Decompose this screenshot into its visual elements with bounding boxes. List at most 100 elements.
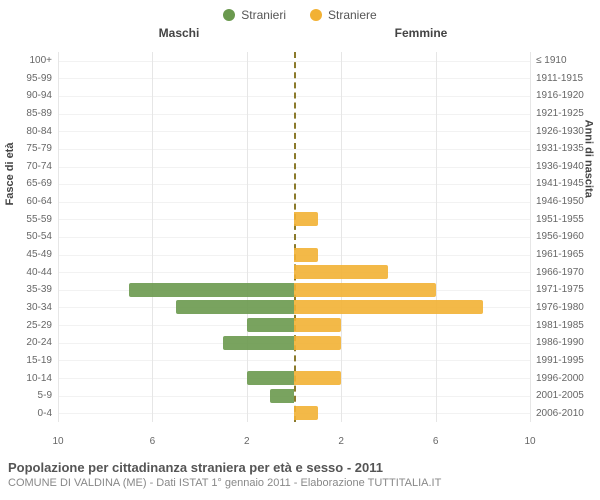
bar-female [294,336,341,350]
y-tick-age: 50-54 [8,228,58,245]
x-tick: 2 [338,436,344,447]
bar-female [294,212,318,226]
y-tick-age: 35-39 [8,281,58,298]
y-tick-age: 70-74 [8,158,58,175]
y-tick-year: 1996-2000 [530,370,592,387]
swatch-male [223,9,235,21]
x-tick: 6 [150,436,156,447]
bar-row [58,71,530,85]
bar-row [58,124,530,138]
y-tick-year: 2006-2010 [530,405,592,422]
bar-male [270,389,294,403]
y-tick-age: 90-94 [8,87,58,104]
bar-row [58,318,530,332]
y-tick-age: 30-34 [8,299,58,316]
bar-female [294,283,436,297]
bar-female [294,248,318,262]
legend: Stranieri Straniere [8,8,592,22]
plot-area [58,52,530,422]
chart-footer: Popolazione per cittadinanza straniera p… [8,460,592,489]
y-tick-year: 1936-1940 [530,158,592,175]
bar-female [294,318,341,332]
bar-male [247,318,294,332]
legend-item-female: Straniere [310,8,377,22]
bar-row [58,54,530,68]
swatch-female [310,9,322,21]
y-tick-age: 65-69 [8,175,58,192]
y-tick-age: 0-4 [8,405,58,422]
y-tick-year: 1946-1950 [530,193,592,210]
bar-row [58,283,530,297]
bar-row [58,406,530,420]
y-tick-year: 1966-1970 [530,264,592,281]
y-tick-year: 1961-1965 [530,246,592,263]
y-tick-age: 20-24 [8,334,58,351]
y-axis-right: ≤ 19101911-19151916-19201921-19251926-19… [530,52,592,422]
header-male: Maschi [8,26,300,40]
y-tick-year: 1911-1915 [530,70,592,87]
y-tick-age: 40-44 [8,264,58,281]
y-tick-year: 1941-1945 [530,175,592,192]
bar-row [58,265,530,279]
bar-row [58,389,530,403]
bar-female [294,406,318,420]
section-headers: Maschi Femmine [8,26,592,40]
bar-row [58,89,530,103]
x-tick: 10 [524,436,535,447]
x-tick: 10 [52,436,63,447]
bar-row [58,353,530,367]
y-tick-age: 75-79 [8,140,58,157]
legend-label-male: Stranieri [241,8,286,22]
bar-row [58,212,530,226]
bar-row [58,177,530,191]
y-tick-year: 1931-1935 [530,140,592,157]
y-axis-left: 100+95-9990-9485-8980-8475-7970-7465-696… [8,52,58,422]
header-female: Femmine [300,26,592,40]
y-tick-year: 1986-1990 [530,334,592,351]
bar-row [58,248,530,262]
y-tick-year: 1971-1975 [530,281,592,298]
y-tick-year: 1991-1995 [530,352,592,369]
bar-row [58,300,530,314]
y-tick-age: 55-59 [8,211,58,228]
chart-container: Stranieri Straniere Maschi Femmine Fasce… [0,0,600,500]
bar-male [129,283,294,297]
y-tick-age: 5-9 [8,387,58,404]
bar-female [294,371,341,385]
y-tick-year: 1981-1985 [530,317,592,334]
legend-item-male: Stranieri [223,8,286,22]
y-tick-year: 1951-1955 [530,211,592,228]
y-tick-age: 25-29 [8,317,58,334]
y-tick-year: 1976-1980 [530,299,592,316]
y-tick-age: 95-99 [8,70,58,87]
bar-row [58,195,530,209]
x-tick: 2 [244,436,250,447]
y-tick-year: 2001-2005 [530,387,592,404]
y-tick-age: 100+ [8,52,58,69]
bar-row [58,107,530,121]
gridline-v [530,52,531,422]
bar-male [176,300,294,314]
y-tick-year: 1956-1960 [530,228,592,245]
chart-subtitle: COMUNE DI VALDINA (ME) - Dati ISTAT 1° g… [8,477,592,489]
y-tick-age: 80-84 [8,123,58,140]
bar-female [294,265,388,279]
y-tick-age: 10-14 [8,370,58,387]
bar-female [294,300,483,314]
bar-male [223,336,294,350]
x-axis: 10622610 [58,436,530,454]
bar-row [58,336,530,350]
y-tick-year: ≤ 1910 [530,52,592,69]
y-tick-age: 60-64 [8,193,58,210]
bars-layer [58,52,530,422]
legend-label-female: Straniere [328,8,377,22]
bar-male [247,371,294,385]
y-tick-age: 85-89 [8,105,58,122]
bar-row [58,160,530,174]
y-tick-year: 1916-1920 [530,87,592,104]
y-tick-year: 1926-1930 [530,123,592,140]
bar-row [58,230,530,244]
y-tick-age: 15-19 [8,352,58,369]
y-tick-age: 45-49 [8,246,58,263]
bar-row [58,371,530,385]
